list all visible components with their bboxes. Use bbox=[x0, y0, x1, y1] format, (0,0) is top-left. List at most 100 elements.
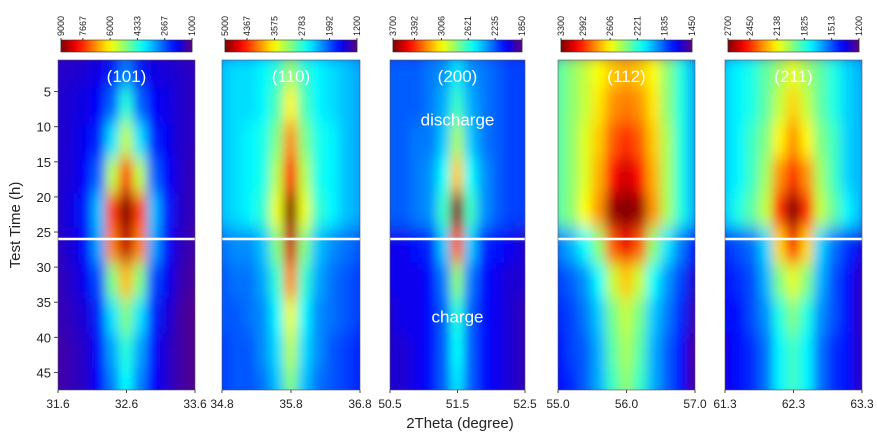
heatmap-cell bbox=[854, 60, 862, 89]
heatmap-cell bbox=[772, 228, 788, 265]
heatmap-cell bbox=[297, 228, 313, 265]
heatmap-cell bbox=[450, 298, 465, 335]
heatmap-cell bbox=[228, 87, 244, 124]
heatmap-cell bbox=[758, 263, 774, 300]
heatmap-cell bbox=[256, 263, 271, 300]
heatmap-cell bbox=[578, 122, 593, 159]
heatmap-cell bbox=[660, 192, 675, 230]
heatmap-cell bbox=[745, 263, 760, 300]
heatmap-cell bbox=[591, 333, 607, 370]
heatmap-cell bbox=[673, 228, 689, 265]
heatmap-cell bbox=[517, 192, 525, 230]
heatmap-cell bbox=[504, 298, 519, 335]
colorbar-tick-label: 1992 bbox=[324, 16, 334, 36]
heatmap-cell bbox=[840, 157, 856, 194]
x-tick-label: 62.3 bbox=[782, 397, 806, 411]
heatmap-cell bbox=[436, 333, 452, 370]
heatmap-cell bbox=[725, 60, 733, 89]
heatmap-cell bbox=[64, 122, 80, 159]
colorbar-tick-label: 2138 bbox=[772, 16, 782, 36]
heatmap-cell bbox=[477, 298, 492, 335]
heatmap-cell bbox=[242, 228, 257, 265]
heatmap-cell bbox=[64, 157, 80, 194]
heatmap-cell bbox=[854, 122, 862, 159]
heatmap-cell bbox=[840, 298, 856, 335]
heatmap-cell bbox=[390, 157, 398, 194]
heatmap-cell bbox=[558, 87, 566, 124]
panel-frame bbox=[57, 59, 196, 391]
heatmap-cell bbox=[146, 263, 162, 300]
heatmap-cell bbox=[490, 228, 506, 265]
heatmap-cell bbox=[646, 157, 662, 194]
panel-label: (112) bbox=[607, 67, 645, 86]
heatmap-cell bbox=[222, 263, 230, 300]
heatmap-cell bbox=[591, 122, 607, 159]
heatmap-cell bbox=[490, 157, 506, 194]
heatmap-cell bbox=[660, 263, 675, 300]
heatmap-cell bbox=[409, 60, 425, 89]
heatmap-cell bbox=[450, 368, 465, 390]
heatmap-cell bbox=[187, 368, 195, 390]
heatmap-cell bbox=[283, 60, 299, 89]
heatmap-cell bbox=[423, 157, 438, 194]
heatmap-cell bbox=[242, 298, 257, 335]
colorbar-tick-label: 4367 bbox=[242, 16, 252, 36]
heatmap-cell bbox=[222, 333, 230, 370]
heatmap-cell bbox=[619, 157, 634, 194]
heatmap-cell bbox=[504, 122, 519, 159]
heatmap-cell bbox=[646, 298, 662, 335]
heatmap-cell bbox=[477, 122, 492, 159]
y-tick-label: 35 bbox=[37, 295, 51, 310]
heatmap-cell bbox=[222, 87, 230, 124]
heatmap-cell bbox=[799, 60, 815, 89]
heatmap-cell bbox=[325, 228, 340, 265]
colorbar-tick-label: 3006 bbox=[436, 16, 446, 36]
heatmap-cell bbox=[105, 333, 121, 370]
heatmap-cell bbox=[725, 333, 733, 370]
heatmap-cell bbox=[119, 192, 134, 230]
colorbar-tick-label: 5000 bbox=[220, 16, 230, 36]
heatmap-cell bbox=[673, 87, 689, 124]
heatmap-cell bbox=[64, 263, 80, 300]
heatmap-cell bbox=[91, 87, 107, 124]
heatmap-cell bbox=[731, 368, 747, 390]
heatmap-cell bbox=[632, 368, 648, 390]
heatmap-cell bbox=[105, 192, 121, 230]
heatmap-cell bbox=[132, 368, 148, 390]
heatmap-cell bbox=[619, 87, 634, 124]
heatmap-cell bbox=[632, 60, 648, 89]
heatmap-cell bbox=[660, 298, 675, 335]
heatmap-cell bbox=[725, 122, 733, 159]
heatmap-cell bbox=[619, 298, 634, 335]
panel-frame bbox=[221, 59, 361, 391]
heatmap-cell bbox=[160, 87, 175, 124]
colorbar bbox=[392, 39, 523, 53]
heatmap-cell bbox=[591, 192, 607, 230]
heatmap-cell bbox=[311, 157, 326, 194]
colorbar-tick-label: 3700 bbox=[388, 16, 398, 36]
heatmap-cell bbox=[222, 122, 230, 159]
heatmap-cell bbox=[660, 368, 675, 390]
heatmap-cell bbox=[646, 228, 662, 265]
heatmap-cell bbox=[605, 228, 621, 265]
heatmap-cell bbox=[813, 298, 829, 335]
heatmap-cell bbox=[786, 228, 801, 265]
heatmap-cell bbox=[256, 60, 271, 89]
heatmap-cell bbox=[119, 368, 134, 390]
heatmap-cell bbox=[64, 228, 80, 265]
heatmap-cell bbox=[105, 263, 121, 300]
heatmap-cell bbox=[490, 298, 506, 335]
heatmap-cell bbox=[725, 87, 733, 124]
heatmap-cell bbox=[311, 228, 326, 265]
heatmap-cell bbox=[91, 228, 107, 265]
heatmap-cell bbox=[463, 228, 479, 265]
heatmap-cell bbox=[564, 60, 580, 89]
heatmap-cell bbox=[840, 333, 856, 370]
heatmap-cell bbox=[731, 228, 747, 265]
heatmap-cell bbox=[578, 298, 593, 335]
heatmap-cell bbox=[242, 368, 257, 390]
heatmap-cell bbox=[772, 368, 788, 390]
heatmap-cell bbox=[269, 368, 285, 390]
heatmap-cell bbox=[105, 60, 121, 89]
